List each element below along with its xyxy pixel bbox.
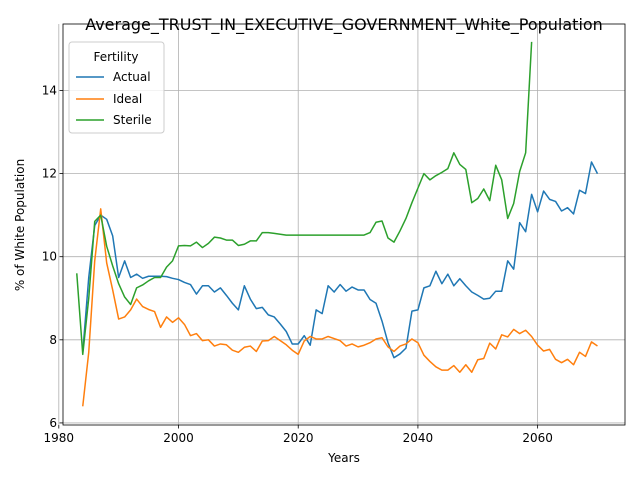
x-tick-label: 2020 xyxy=(283,431,314,445)
axis-ticks: 1980 2000 2020 2040 2060 6 8 10 12 14 xyxy=(42,83,553,445)
series-line-ideal xyxy=(82,208,598,407)
y-tick-label: 12 xyxy=(42,167,57,181)
legend: Fertility Actual Ideal Sterile xyxy=(68,41,165,134)
legend-label-ideal: Ideal xyxy=(113,92,142,106)
x-tick-label: 1980 xyxy=(44,431,75,445)
y-tick-label: 8 xyxy=(49,333,57,347)
y-tick-label: 6 xyxy=(49,416,57,430)
series-line-sterile xyxy=(76,41,533,356)
y-tick-label: 14 xyxy=(42,83,57,97)
x-tick-label: 2040 xyxy=(403,431,434,445)
legend-box xyxy=(68,41,165,134)
series-lines xyxy=(76,41,599,407)
grid-lines xyxy=(58,24,625,425)
legend-label-actual: Actual xyxy=(113,70,151,84)
x-tick-label: 2060 xyxy=(522,431,553,445)
x-axis-label: Years xyxy=(327,451,360,465)
chart-title: Average_TRUST_IN_EXECUTIVE_GOVERNMENT_Wh… xyxy=(85,15,603,35)
legend-title: Fertility xyxy=(93,50,138,64)
plot-area-frame xyxy=(62,23,626,426)
x-tick-label: 2000 xyxy=(163,431,194,445)
series-line-actual xyxy=(82,161,599,359)
y-tick-label: 10 xyxy=(42,250,57,264)
y-axis-label: % of White Population xyxy=(13,159,27,291)
legend-label-sterile: Sterile xyxy=(113,113,152,127)
